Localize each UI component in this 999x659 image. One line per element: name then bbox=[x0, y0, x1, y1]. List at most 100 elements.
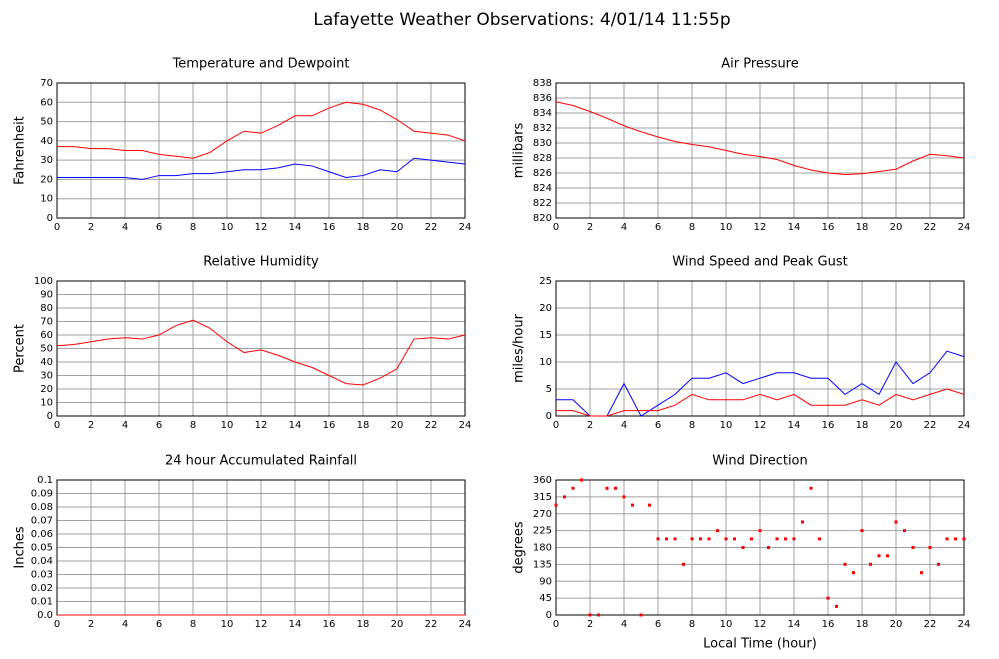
y-tick-label: 0 bbox=[47, 411, 53, 422]
x-tick-label: 22 bbox=[425, 420, 438, 431]
y-tick-label: 60 bbox=[40, 97, 53, 108]
y-tick-label: 826 bbox=[533, 168, 552, 179]
y-tick-label: 0 bbox=[546, 610, 552, 621]
x-tick-label: 18 bbox=[856, 222, 869, 233]
x-tick-label: 6 bbox=[655, 619, 661, 630]
x-tick-label: 14 bbox=[788, 420, 801, 431]
y-tick-label: 0.06 bbox=[31, 529, 53, 540]
y-tick-label: 832 bbox=[533, 123, 552, 134]
data-point bbox=[639, 613, 643, 617]
data-line bbox=[556, 350, 965, 417]
chart-title: Relative Humidity bbox=[203, 255, 319, 270]
y-tick-label: 0.0 bbox=[37, 610, 53, 621]
y-tick-label: 0 bbox=[47, 213, 53, 224]
data-point bbox=[741, 546, 745, 549]
x-tick-label: 2 bbox=[88, 420, 94, 431]
x-tick-label: 18 bbox=[357, 619, 370, 630]
x-tick-label: 18 bbox=[856, 420, 869, 431]
x-tick-label: 14 bbox=[788, 222, 801, 233]
x-tick-label: 0 bbox=[553, 420, 559, 431]
data-point bbox=[733, 537, 736, 541]
y-tick-label: 225 bbox=[533, 526, 552, 537]
data-point bbox=[962, 537, 966, 541]
data-point bbox=[911, 546, 915, 549]
y-tick-label: 0.08 bbox=[31, 502, 53, 513]
x-tick-label: 18 bbox=[856, 619, 869, 630]
x-tick-label: 10 bbox=[720, 222, 733, 233]
y-axis-label: Fahrenheit bbox=[13, 116, 28, 185]
data-point bbox=[860, 529, 864, 533]
chart-title: Air Pressure bbox=[721, 57, 799, 72]
x-tick-label: 16 bbox=[323, 222, 336, 233]
data-point bbox=[682, 562, 685, 566]
y-tick-label: 0.04 bbox=[31, 556, 53, 567]
y-tick-label: 60 bbox=[40, 330, 53, 341]
x-tick-label: 22 bbox=[924, 619, 937, 630]
x-tick-label: 18 bbox=[357, 222, 370, 233]
y-tick-label: 10 bbox=[40, 398, 53, 409]
data-point bbox=[835, 604, 838, 608]
y-tick-label: 0.07 bbox=[31, 516, 53, 527]
x-tick-label: 24 bbox=[459, 222, 472, 233]
data-point bbox=[852, 571, 855, 575]
chart-title: Wind Direction bbox=[712, 454, 808, 469]
data-point bbox=[818, 537, 821, 541]
y-tick-label: 0.05 bbox=[31, 543, 53, 554]
x-tick-label: 10 bbox=[221, 619, 234, 630]
y-tick-label: 0.1 bbox=[37, 475, 53, 486]
data-point bbox=[588, 613, 592, 617]
x-tick-label: 4 bbox=[122, 222, 128, 233]
x-tick-label: 24 bbox=[958, 222, 971, 233]
x-tick-label: 22 bbox=[425, 619, 438, 630]
x-tick-label: 12 bbox=[754, 420, 767, 431]
x-tick-label: 20 bbox=[391, 619, 404, 630]
data-line bbox=[56, 319, 466, 386]
data-point bbox=[784, 537, 787, 541]
data-point bbox=[767, 546, 770, 549]
y-axis-label: Percent bbox=[13, 324, 28, 373]
x-tick-label: 24 bbox=[459, 420, 472, 431]
data-point bbox=[673, 537, 677, 541]
data-point bbox=[614, 486, 617, 490]
y-tick-label: 30 bbox=[40, 371, 53, 382]
data-point bbox=[809, 486, 813, 490]
y-tick-label: 50 bbox=[40, 344, 53, 355]
data-point bbox=[622, 495, 626, 499]
data-point bbox=[580, 478, 583, 482]
y-tick-label: 40 bbox=[40, 357, 53, 368]
x-tick-label: 10 bbox=[221, 420, 234, 431]
y-tick-label: 834 bbox=[533, 108, 552, 119]
data-line bbox=[556, 388, 965, 417]
data-point bbox=[563, 495, 566, 499]
x-tick-label: 6 bbox=[655, 222, 661, 233]
page-title: Lafayette Weather Observations: 4/01/14 … bbox=[313, 10, 730, 30]
data-point bbox=[631, 503, 634, 507]
data-point bbox=[920, 571, 923, 575]
y-tick-label: 836 bbox=[533, 93, 552, 104]
y-tick-label: 0 bbox=[546, 411, 552, 422]
y-tick-label: 20 bbox=[40, 384, 53, 395]
y-tick-label: 820 bbox=[533, 213, 552, 224]
y-tick-label: 828 bbox=[533, 153, 552, 164]
data-point bbox=[707, 537, 711, 541]
x-tick-label: 6 bbox=[156, 420, 162, 431]
data-point bbox=[937, 562, 940, 566]
x-tick-label: 14 bbox=[289, 420, 302, 431]
plot-frame bbox=[555, 479, 965, 616]
x-tick-label: 4 bbox=[122, 420, 128, 431]
x-tick-label: 24 bbox=[958, 619, 971, 630]
x-tick-label: 22 bbox=[425, 222, 438, 233]
y-tick-label: 30 bbox=[40, 155, 53, 166]
x-tick-label: 8 bbox=[190, 222, 196, 233]
y-tick-label: 80 bbox=[40, 303, 53, 314]
x-tick-label: 12 bbox=[754, 619, 767, 630]
data-point bbox=[597, 613, 600, 617]
data-point bbox=[775, 537, 779, 541]
y-tick-label: 135 bbox=[533, 559, 552, 570]
y-axis-label: millibars bbox=[512, 123, 527, 179]
y-tick-label: 70 bbox=[40, 78, 53, 89]
x-tick-label: 2 bbox=[587, 420, 593, 431]
data-point bbox=[605, 486, 609, 490]
y-tick-label: 15 bbox=[539, 330, 552, 341]
y-tick-label: 90 bbox=[539, 576, 552, 587]
